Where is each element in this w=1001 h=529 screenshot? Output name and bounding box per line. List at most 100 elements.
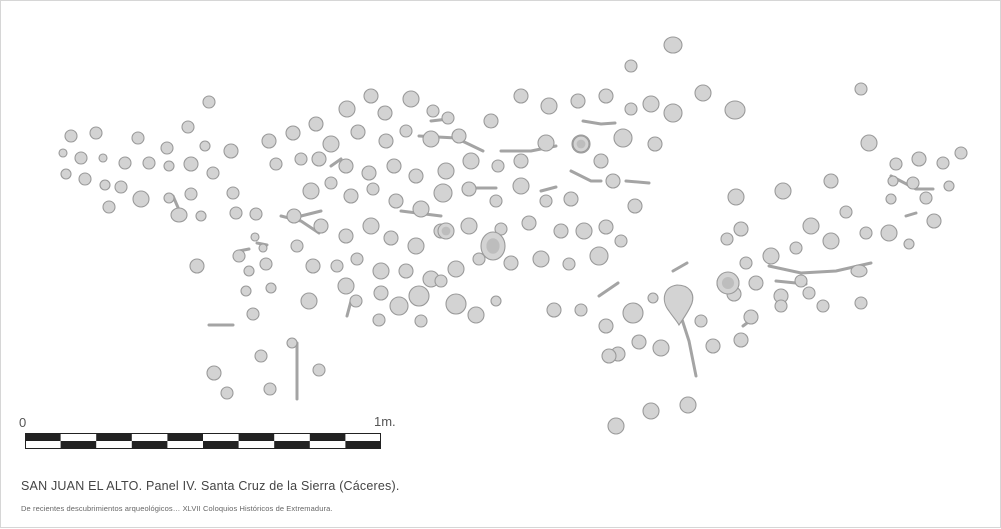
cup-mark <box>739 256 753 270</box>
teardrop-basin <box>663 284 694 327</box>
cup-mark <box>887 175 899 187</box>
groove-channel <box>889 174 935 191</box>
cup-mark <box>330 259 344 273</box>
basin-inner <box>721 276 735 290</box>
cup-mark <box>954 146 968 160</box>
cup-mark <box>160 141 174 155</box>
cup-mark <box>243 265 255 277</box>
cup-mark <box>383 230 399 246</box>
cup-mark <box>338 100 356 118</box>
cup-mark <box>408 285 430 307</box>
cup-mark <box>906 176 920 190</box>
cup-mark <box>246 307 260 321</box>
cup-mark <box>294 152 308 166</box>
cup-marks <box>58 36 968 435</box>
cup-mark <box>286 337 298 349</box>
cup-mark <box>451 128 467 144</box>
cup-mark <box>598 219 614 235</box>
groove-channel <box>597 281 620 298</box>
cup-mark <box>605 173 621 189</box>
cup-mark <box>854 296 868 310</box>
cup-mark <box>694 84 712 102</box>
cup-mark <box>663 103 683 123</box>
cup-mark <box>372 262 390 280</box>
cup-mark <box>490 295 502 307</box>
groove-channels <box>171 117 935 401</box>
cup-mark <box>532 250 550 268</box>
cup-mark <box>338 158 354 174</box>
cup-mark <box>89 126 103 140</box>
cup-mark <box>181 120 195 134</box>
cup-mark <box>265 282 277 294</box>
cup-mark <box>624 102 638 116</box>
cup-mark <box>652 339 670 357</box>
cup-mark <box>64 129 78 143</box>
cup-mark <box>642 402 660 420</box>
cup-mark <box>774 182 792 200</box>
cup-mark <box>794 274 808 288</box>
cup-mark <box>720 232 734 246</box>
cup-mark <box>163 160 175 172</box>
cup-mark <box>363 88 379 104</box>
cup-mark <box>919 191 933 205</box>
cup-mark <box>512 177 530 195</box>
cup-mark <box>614 234 628 248</box>
cup-mark <box>229 206 243 220</box>
cup-mark <box>733 332 749 348</box>
scale-bar <box>25 433 381 449</box>
cup-mark <box>607 417 625 435</box>
cup-mark <box>724 100 746 120</box>
cup-mark <box>240 285 252 297</box>
cup-mark <box>705 338 721 354</box>
cup-mark <box>491 159 505 173</box>
cup-mark <box>854 82 868 96</box>
cup-mark <box>98 153 108 163</box>
cup-mark <box>822 232 840 250</box>
cup-mark <box>513 88 529 104</box>
scale-segment <box>25 433 61 441</box>
cup-mark <box>313 218 329 234</box>
cup-mark <box>694 314 708 328</box>
basin-inner <box>486 238 500 254</box>
cup-mark <box>460 217 478 235</box>
cup-mark <box>361 165 377 181</box>
cup-mark <box>220 386 234 400</box>
cup-mark <box>489 194 503 208</box>
cup-mark <box>414 314 428 328</box>
cup-mark <box>60 168 72 180</box>
cup-mark <box>362 217 380 235</box>
cup-mark <box>762 247 780 265</box>
cup-mark <box>472 252 486 266</box>
cup-mark <box>102 200 116 214</box>
cup-mark <box>859 226 873 240</box>
cup-mark <box>513 153 529 169</box>
cup-mark <box>926 213 942 229</box>
cup-mark <box>461 181 477 197</box>
cup-mark <box>349 294 363 308</box>
cup-mark <box>546 302 562 318</box>
cup-mark <box>388 193 404 209</box>
cup-mark <box>114 180 128 194</box>
cup-mark <box>324 176 338 190</box>
basin-inner <box>576 139 586 149</box>
scale-segment <box>96 433 132 441</box>
cup-mark <box>223 143 239 159</box>
cup-mark <box>206 365 222 381</box>
cup-mark <box>774 299 788 313</box>
cup-mark <box>202 95 216 109</box>
cup-mark <box>889 157 903 171</box>
scale-segment <box>167 433 203 441</box>
cup-mark <box>408 168 424 184</box>
cup-mark <box>467 306 485 324</box>
cup-mark <box>308 116 324 132</box>
cup-mark <box>206 166 220 180</box>
groove-channel <box>581 119 617 126</box>
cup-mark <box>850 264 868 278</box>
cup-mark <box>249 207 263 221</box>
cup-mark <box>426 104 440 118</box>
groove-channel <box>329 157 343 168</box>
groove-channel <box>624 179 651 185</box>
cup-mark <box>562 257 576 271</box>
cup-mark <box>58 148 68 158</box>
scale-segment <box>238 433 275 441</box>
